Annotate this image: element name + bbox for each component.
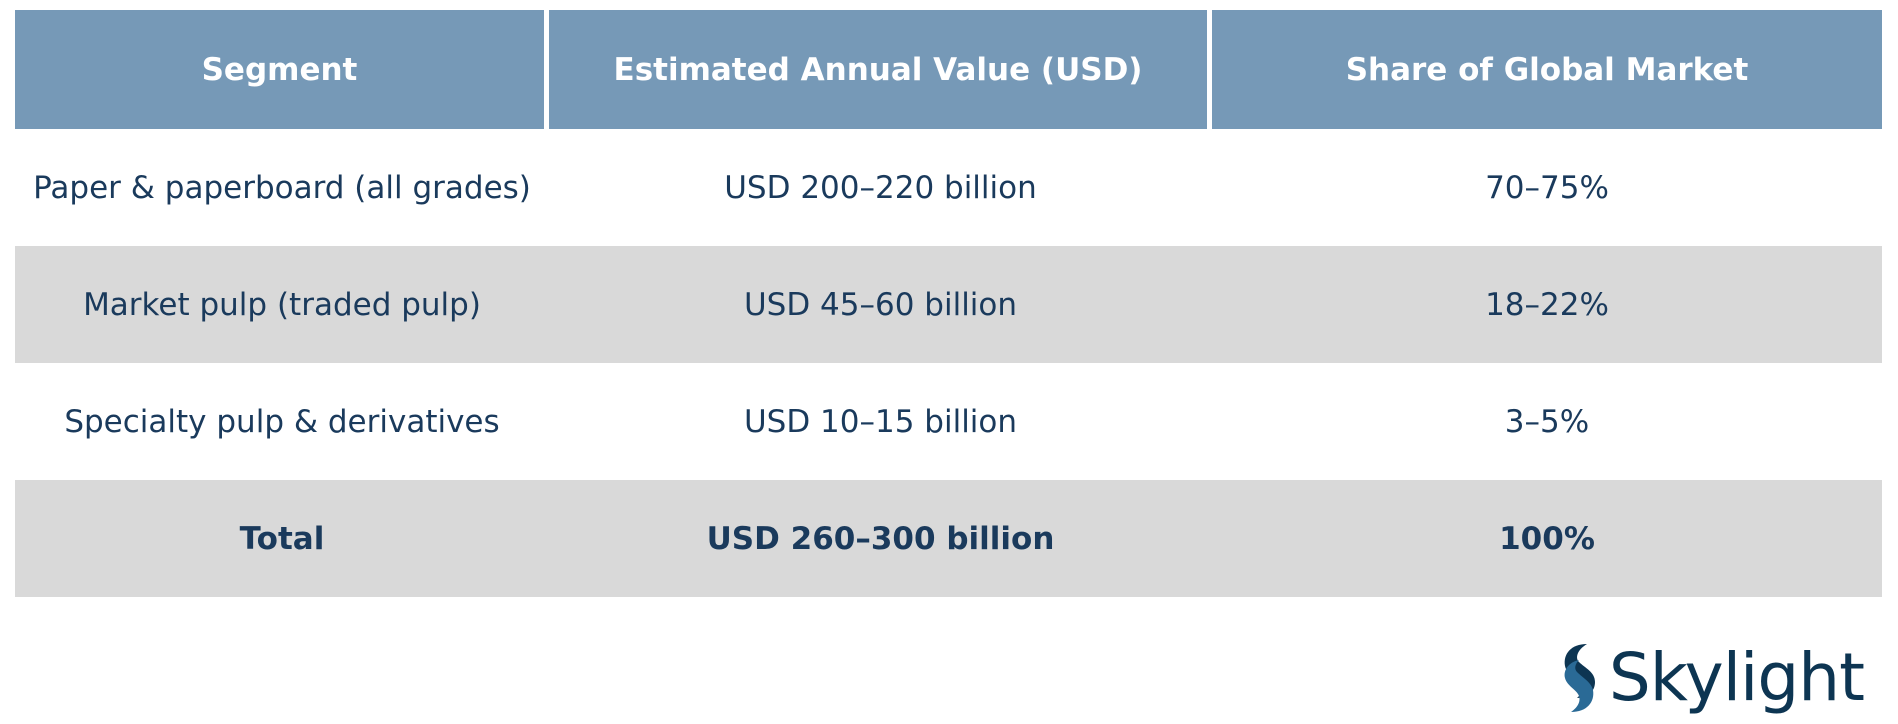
header-estimated-value: Estimated Annual Value (USD): [549, 10, 1207, 129]
table-row: Specialty pulp & derivatives USD 10–15 b…: [15, 363, 1882, 480]
table-row: Paper & paperboard (all grades) USD 200–…: [15, 129, 1882, 246]
cell-segment: Specialty pulp & derivatives: [64, 403, 500, 440]
logo-text: Skylight: [1608, 639, 1865, 716]
table-total-row: Total USD 260–300 billion 100%: [15, 480, 1882, 597]
cell-value: USD 10–15 billion: [743, 403, 1018, 440]
total-share: 100%: [1499, 520, 1595, 557]
cell-segment: Paper & paperboard (all grades): [33, 169, 531, 206]
cell-segment: Market pulp (traded pulp): [83, 286, 481, 323]
cell-share: 3–5%: [1504, 403, 1590, 440]
table-header-row: Segment Estimated Annual Value (USD) Sha…: [15, 10, 1882, 129]
skylight-logo-icon: [1564, 644, 1595, 712]
header-segment: Segment: [15, 10, 544, 129]
skylight-logo: Skylight: [1557, 639, 1865, 716]
cell-share: 70–75%: [1485, 169, 1609, 206]
total-value: USD 260–300 billion: [706, 520, 1055, 557]
cell-share: 18–22%: [1485, 286, 1609, 323]
market-table: Segment Estimated Annual Value (USD) Sha…: [15, 10, 1882, 597]
header-share: Share of Global Market: [1212, 10, 1882, 129]
table-row: Market pulp (traded pulp) USD 45–60 bill…: [15, 246, 1882, 363]
cell-value: USD 200–220 billion: [724, 169, 1037, 206]
cell-value: USD 45–60 billion: [743, 286, 1018, 323]
total-label: Total: [239, 520, 325, 557]
